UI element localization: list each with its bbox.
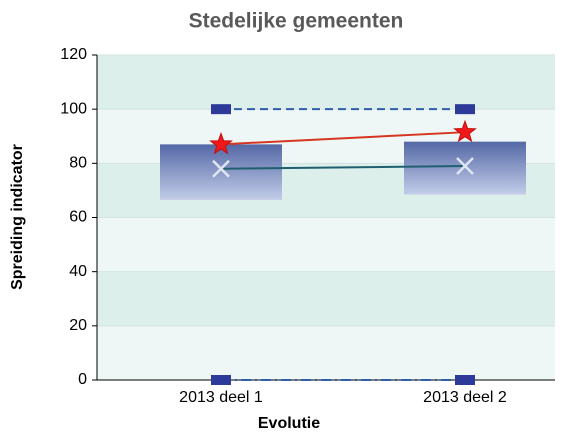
mean-line (220, 165, 466, 170)
plot-band (97, 55, 555, 110)
max-marker (455, 104, 475, 115)
y-tick-label: 60 (69, 209, 87, 226)
y-axis-title: Spreiding indicator (9, 144, 26, 290)
y-tick-label: 40 (69, 263, 87, 280)
value-line (220, 131, 466, 146)
y-tick-label: 20 (69, 317, 87, 334)
y-tick-label: 120 (60, 46, 87, 63)
chart-title: Stedelijke gemeenten (189, 10, 404, 33)
mean-marker (456, 157, 474, 175)
mean-marker-cross (456, 157, 474, 175)
x-tick-label: 2013 deel 1 (179, 389, 263, 406)
y-tick-label: 100 (60, 100, 87, 117)
box (160, 144, 282, 200)
min-marker (455, 375, 475, 385)
plot-band (97, 271, 555, 326)
mean-marker (212, 159, 230, 178)
mean-marker-cross (212, 159, 230, 178)
y-tick-label: 80 (69, 155, 87, 172)
value-marker (453, 119, 477, 143)
x-axis-title: Evolutie (258, 415, 320, 432)
y-tick-label: 0 (78, 371, 87, 388)
plot-band (97, 325, 555, 380)
box (404, 141, 526, 195)
plot-band (97, 217, 555, 272)
value-marker (209, 131, 233, 155)
x-tick-label: 2013 deel 2 (423, 389, 507, 406)
max-marker (211, 104, 231, 115)
min-marker (211, 375, 231, 385)
